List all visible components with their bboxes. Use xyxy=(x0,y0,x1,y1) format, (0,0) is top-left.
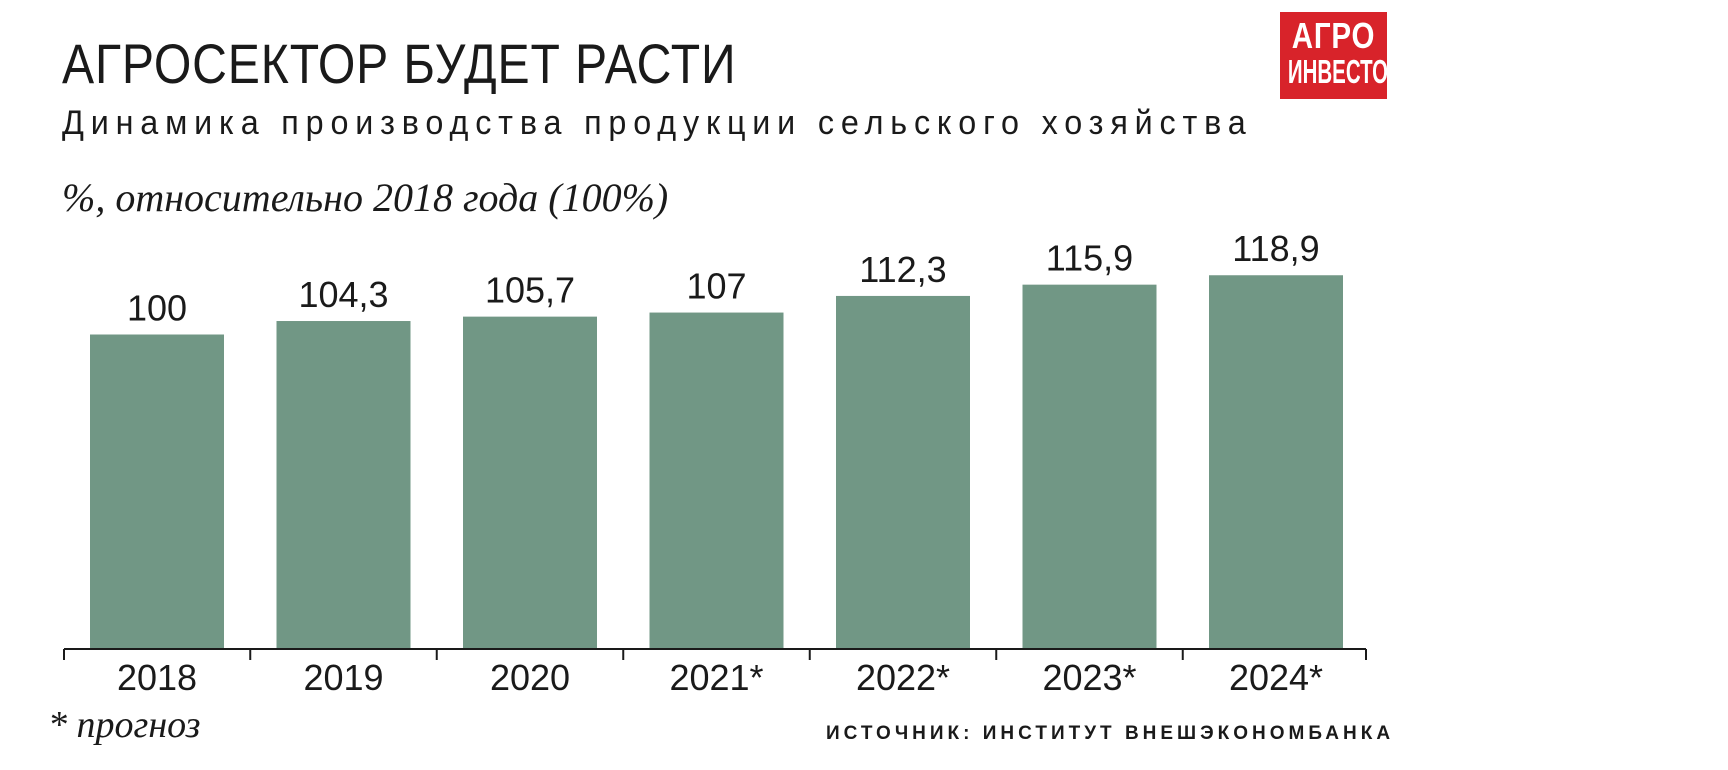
forecast-footnote: * прогноз xyxy=(48,704,201,746)
value-label: 112,3 xyxy=(859,249,946,290)
logo-line-1: АГРО xyxy=(1291,15,1376,56)
value-label: 105,7 xyxy=(485,270,575,311)
chart-subtitle: Динамика производства продукции сельског… xyxy=(62,104,1253,142)
unit-note: %, относительно 2018 года (100%) xyxy=(62,175,669,220)
category-label: 2019 xyxy=(303,657,383,698)
value-label: 115,9 xyxy=(1046,238,1133,279)
bar-2023 xyxy=(1022,284,1157,648)
bar-2020 xyxy=(463,316,597,648)
value-label: 118,9 xyxy=(1232,228,1319,269)
category-label: 2022* xyxy=(856,657,950,698)
bar-2019 xyxy=(276,321,411,648)
bar-2018 xyxy=(90,334,224,648)
bar-2024 xyxy=(1209,275,1343,648)
value-label: 107 xyxy=(686,266,746,307)
value-labels-group: 100 104,3 105,7 107 112,3 115,9 118,9 xyxy=(127,228,1320,328)
chart-title: АГРОСЕКТОР БУДЕТ РАСТИ xyxy=(62,32,737,95)
value-label: 104,3 xyxy=(298,274,388,315)
value-label: 100 xyxy=(127,288,187,329)
x-axis xyxy=(63,648,1367,660)
category-label: 2018 xyxy=(117,657,197,698)
bar-2021 xyxy=(649,312,784,648)
source-note: ИСТОЧНИК: ИНСТИТУТ ВНЕШЭКОНОМБАНКА xyxy=(826,723,1395,744)
category-labels-group: 2018 2019 2020 2021* 2022* 2023* 2024* xyxy=(117,657,1323,698)
category-label: 2023* xyxy=(1042,657,1136,698)
bar-2022 xyxy=(836,295,970,648)
category-label: 2021* xyxy=(669,657,763,698)
bars-group xyxy=(90,275,1343,648)
category-label: 2024* xyxy=(1229,657,1323,698)
category-label: 2020 xyxy=(490,657,570,698)
logo-line-2: ИНВЕСТОР xyxy=(1287,53,1387,90)
agroinvestor-logo: АГРО ИНВЕСТОР xyxy=(1280,12,1387,99)
